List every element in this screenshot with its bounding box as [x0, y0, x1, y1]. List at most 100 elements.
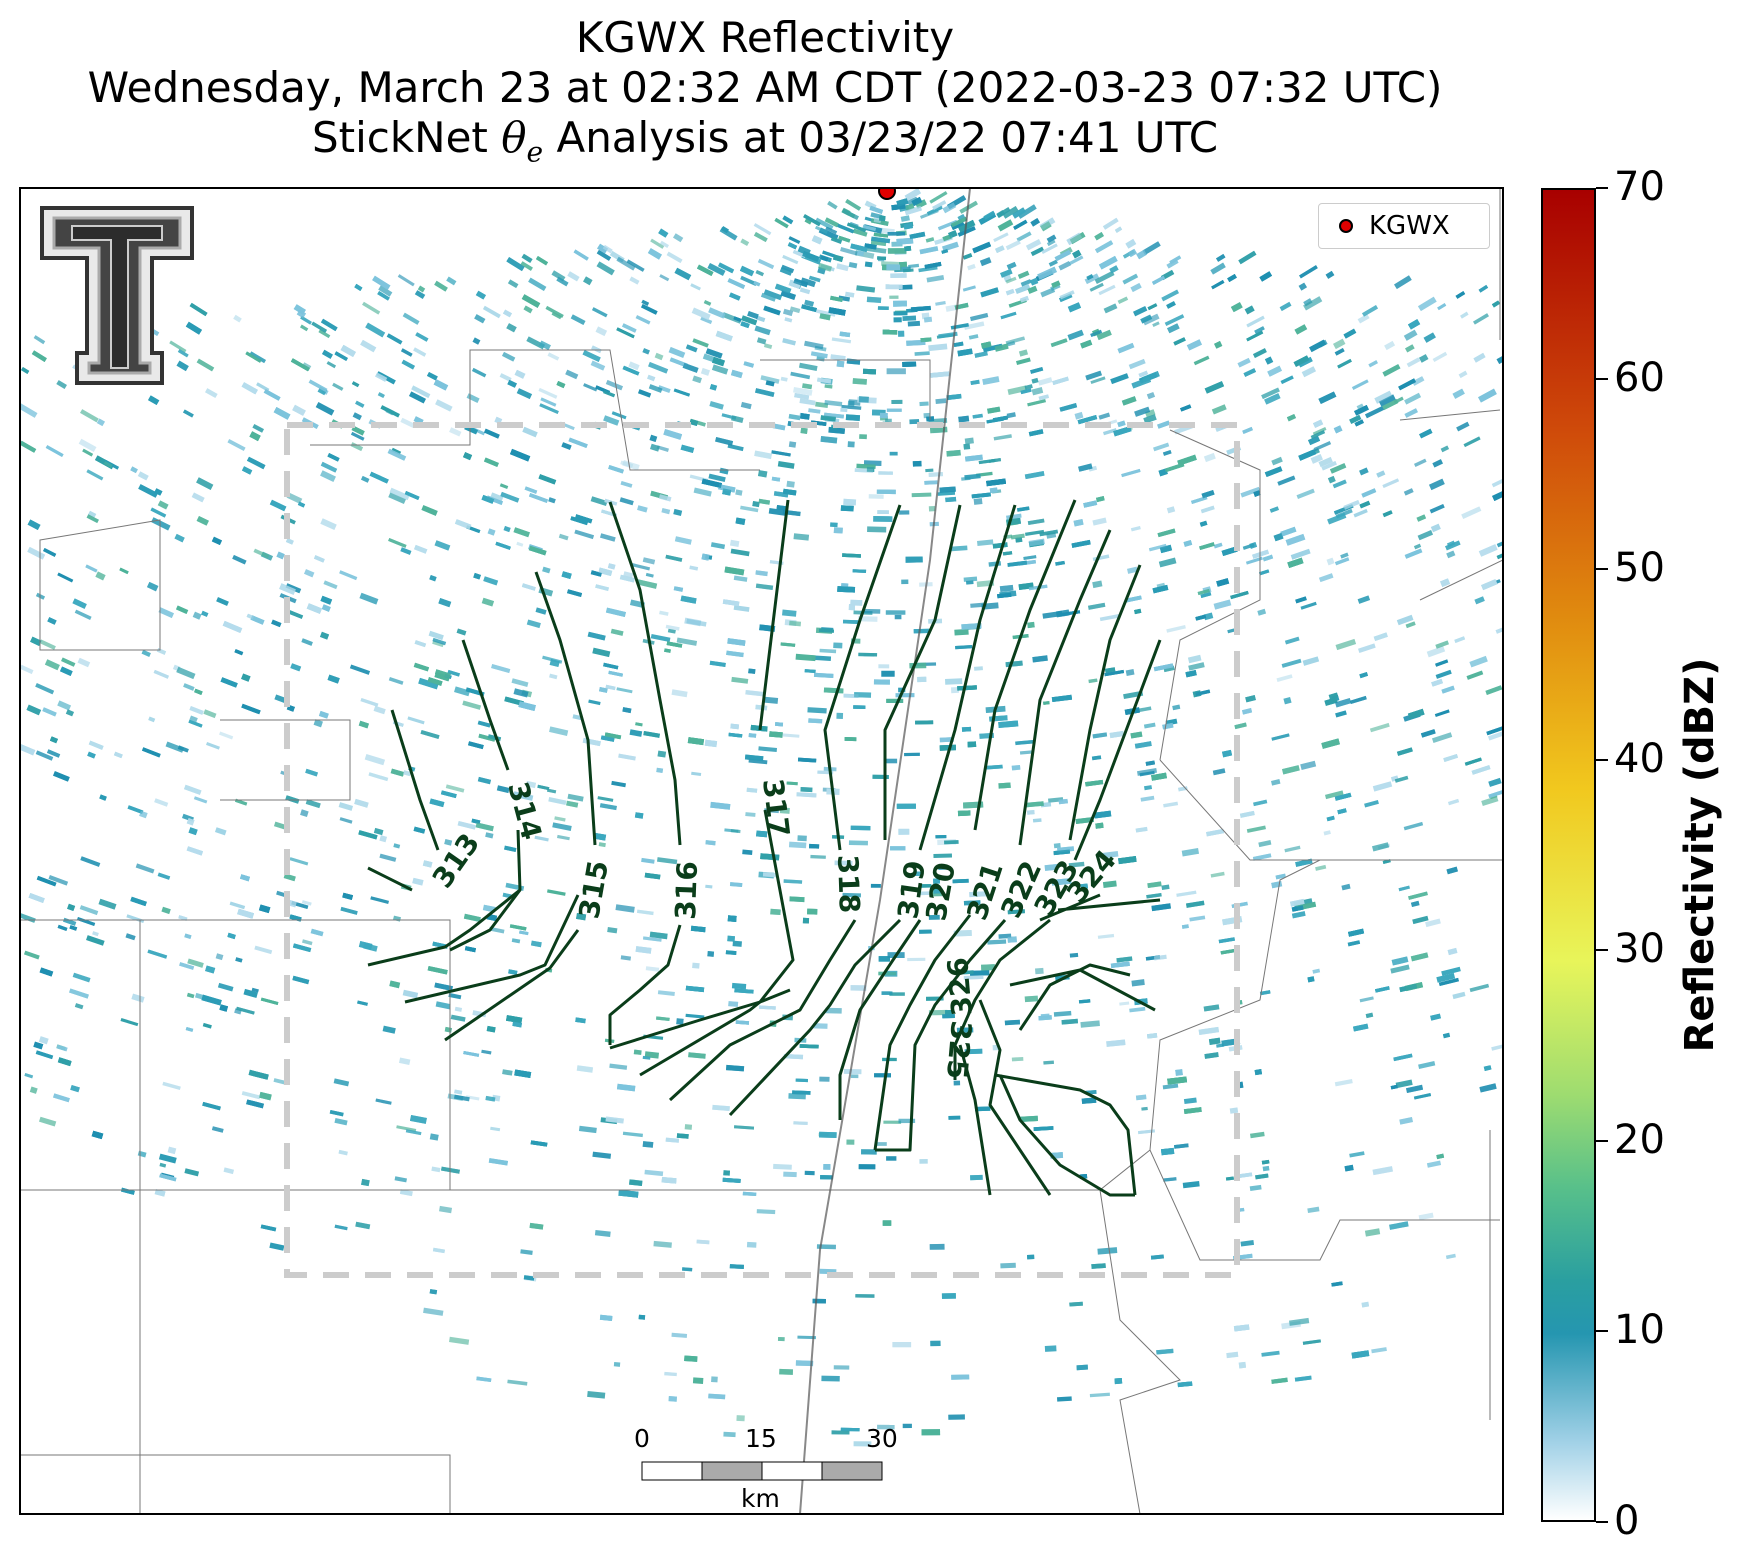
echo-pixel: [1261, 387, 1280, 400]
scale-unit: km: [741, 1484, 780, 1513]
echo-pixel: [201, 994, 222, 1006]
echo-pixel: [554, 816, 566, 822]
echo-pixel: [241, 703, 261, 715]
echo-pixel: [594, 1230, 611, 1237]
echo-pixel: [1104, 669, 1125, 677]
echo-pixel: [375, 1098, 392, 1105]
echo-pixel: [756, 337, 767, 345]
echo-pixel: [1240, 1240, 1255, 1247]
echo-pixel: [899, 510, 910, 515]
echo-pixel: [837, 223, 855, 234]
echo-pixel: [501, 351, 516, 362]
echo-pixel: [613, 1362, 621, 1367]
echo-pixel: [1122, 273, 1139, 285]
echo-pixel: [1203, 612, 1214, 621]
echo-pixel: [1324, 697, 1338, 706]
echo-pixel: [929, 1243, 945, 1250]
echo-pixel: [1152, 321, 1160, 328]
echo-pixel: [401, 359, 415, 370]
echo-pixel: [1353, 508, 1368, 518]
echo-pixel: [217, 982, 234, 992]
echo-pixel: [243, 988, 258, 998]
echo-pixel: [1130, 282, 1142, 293]
echo-pixel: [674, 267, 692, 281]
echo-pixel: [329, 1110, 344, 1117]
echo-pixel: [1041, 243, 1058, 254]
echo-pixel: [1389, 1221, 1409, 1230]
colorbar-tick: [1596, 568, 1608, 571]
echo-pixel: [1153, 954, 1167, 961]
echo-pixel: [1254, 326, 1265, 334]
map-background: [20, 188, 1503, 1514]
echo-pixel: [1002, 206, 1019, 219]
echo-pixel: [729, 292, 741, 301]
echo-pixel: [1030, 218, 1040, 227]
echo-pixel: [1216, 253, 1226, 262]
echo-pixel: [1125, 595, 1142, 603]
echo-pixel: [388, 538, 407, 548]
echo-pixel: [405, 1129, 422, 1136]
echo-pixel: [915, 720, 934, 725]
echo-pixel: [885, 610, 906, 615]
echo-pixel: [858, 396, 869, 403]
echo-pixel: [836, 263, 849, 272]
echo-pixel: [597, 796, 614, 802]
echo-pixel: [1151, 903, 1171, 912]
echo-pixel: [518, 701, 536, 712]
echo-pixel: [728, 732, 743, 738]
echo-pixel: [153, 669, 169, 679]
echo-pixel: [788, 1093, 806, 1100]
echo-pixel: [946, 393, 962, 401]
echo-pixel: [807, 707, 827, 714]
echo-pixel: [846, 222, 867, 233]
echo-pixel: [889, 295, 899, 299]
echo-pixel: [583, 383, 598, 392]
echo-pixel: [186, 992, 195, 999]
echo-pixel: [258, 904, 271, 914]
contour-318: [668, 504, 902, 1102]
echo-pixel: [304, 569, 315, 578]
echo-pixel: [249, 431, 261, 442]
echo-pixel: [1030, 277, 1039, 286]
echo-pixel: [520, 1249, 533, 1255]
echo-pixel: [435, 1001, 451, 1010]
echo-pixel: [388, 492, 407, 504]
echo-pixel: [1447, 947, 1458, 956]
echo-pixel: [463, 452, 473, 461]
echo-pixel: [549, 673, 558, 680]
echo-pixel: [599, 686, 608, 693]
echo-pixel: [1099, 614, 1120, 622]
echo-pixel: [850, 825, 871, 831]
echo-pixel: [219, 731, 234, 740]
echo-pixel: [637, 505, 648, 513]
echo-pixel: [981, 964, 996, 971]
echo-pixel: [1103, 428, 1117, 436]
echo-pixel: [67, 903, 76, 912]
echo-pixel: [1158, 557, 1177, 568]
echo-pixel: [871, 236, 891, 244]
echo-pixel: [1140, 314, 1153, 324]
echo-pixel: [206, 742, 220, 750]
echo-pixel: [1290, 898, 1305, 907]
echo-pixel: [907, 957, 926, 962]
echo-pixel: [513, 791, 534, 801]
echo-pixel: [1478, 284, 1489, 293]
echo-pixel: [1375, 986, 1390, 993]
echo-pixel: [925, 468, 934, 473]
echo-pixel: [1485, 685, 1503, 695]
echo-pixel: [513, 527, 530, 538]
echo-pixel: [710, 801, 731, 810]
echo-pixel: [1182, 1181, 1200, 1189]
echo-pixel: [21, 367, 30, 374]
echo-pixel: [723, 1170, 730, 1176]
echo-pixel: [687, 737, 705, 746]
echo-pixel: [237, 908, 255, 919]
echo-pixel: [715, 330, 733, 342]
echo-pixel: [1340, 552, 1349, 559]
echo-pixel: [745, 812, 756, 817]
echo-pixel: [842, 892, 861, 898]
echo-pixel: [629, 599, 645, 609]
colorbar-tick-label: 0: [1614, 1498, 1640, 1544]
echo-pixel: [1259, 271, 1273, 282]
echo-pixel: [186, 818, 195, 826]
